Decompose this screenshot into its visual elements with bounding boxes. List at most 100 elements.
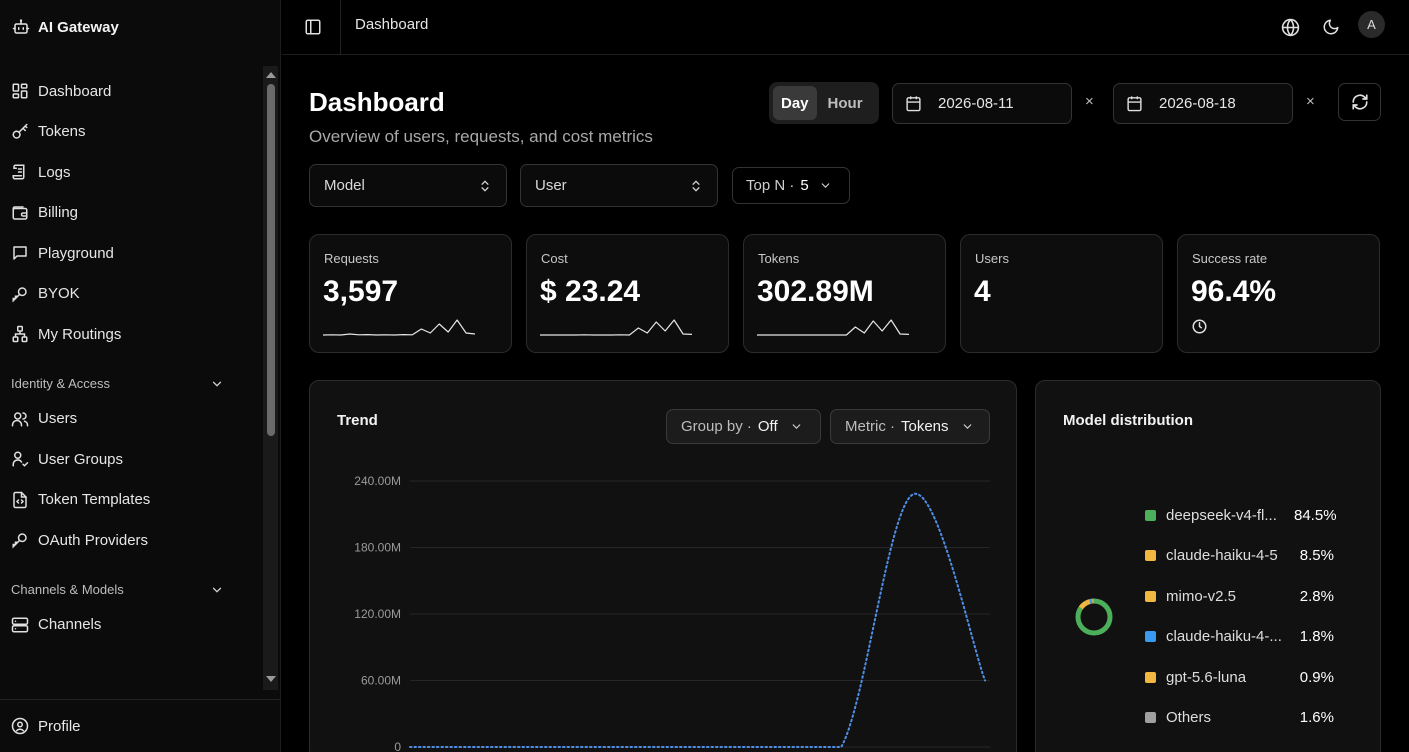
- sidebar-scrollbar[interactable]: [263, 66, 278, 690]
- sidebar-item-profile[interactable]: Profile: [0, 699, 281, 752]
- sidebar-toggle-button[interactable]: [300, 14, 326, 40]
- model-select[interactable]: Model: [309, 164, 507, 207]
- sparkline: [757, 319, 910, 336]
- sidebar-item-byok[interactable]: BYOK: [0, 274, 262, 315]
- sidebar-item-my-routings[interactable]: My Routings: [0, 314, 262, 355]
- top-n-select[interactable]: Top N · 5: [732, 167, 850, 204]
- sidebar-item-playground[interactable]: Playground: [0, 233, 262, 274]
- granularity-toggle: Day Hour: [769, 82, 879, 124]
- bot-icon: [12, 19, 30, 34]
- theme-toggle-button[interactable]: [1317, 13, 1345, 41]
- chevrons-up-down-icon: [481, 179, 489, 192]
- legend-swatch: [1145, 550, 1156, 561]
- sidebar-item-tokens[interactable]: Tokens: [0, 112, 262, 153]
- sidebar-item-oauth-providers[interactable]: OAuth Providers: [0, 520, 262, 561]
- stat-label: Success rate: [1192, 251, 1268, 266]
- legend-name: gpt-5.6-luna: [1166, 668, 1247, 686]
- sparkline-path: [757, 319, 910, 336]
- stat-card-requests: Requests 3,597: [309, 234, 512, 353]
- trend-title: Trend: [337, 412, 378, 429]
- legend-name: Others: [1166, 709, 1212, 726]
- legend-percent: 2.8%: [1299, 587, 1334, 605]
- legend-item[interactable]: claude-haiku-4-5 8.5%: [1145, 546, 1335, 566]
- stat-card-cost: Cost $ 23.24: [526, 234, 729, 353]
- scroll-thumb[interactable]: [267, 84, 275, 436]
- refresh-button[interactable]: [1338, 83, 1381, 121]
- sidebar-item-channels[interactable]: Channels: [0, 605, 262, 646]
- sidebar-item-label: Tokens: [38, 123, 86, 141]
- sidebar-item-label: Logs: [38, 163, 71, 181]
- panel-left-icon: [305, 19, 321, 35]
- user-select[interactable]: User: [520, 164, 718, 207]
- legend-item[interactable]: claude-haiku-4-... 1.8%: [1145, 627, 1335, 647]
- top-n-value: 5: [800, 177, 809, 194]
- legend-percent: 8.5%: [1299, 547, 1334, 564]
- stat-card-tokens: Tokens 302.89M: [743, 234, 946, 353]
- end-date-picker[interactable]: 2026-08-18: [1113, 83, 1293, 124]
- sidebar-item-label: Playground: [38, 244, 114, 262]
- chevron-down-icon: [792, 424, 800, 429]
- legend-item[interactable]: Others 1.6%: [1145, 708, 1335, 728]
- stat-label: Users: [975, 251, 1009, 266]
- stat-value: $ 23.24: [540, 275, 641, 308]
- start-date-value: 2026-08-11: [938, 95, 1014, 112]
- moon-icon: [1323, 19, 1339, 35]
- key-icon: [12, 123, 28, 139]
- sidebar-item-dashboard[interactable]: Dashboard: [0, 71, 262, 112]
- stat-label: Requests: [324, 251, 379, 266]
- legend-item[interactable]: deepseek-v4-fl... 84.5%: [1145, 505, 1337, 525]
- topbar: Dashboard A: [282, 0, 1409, 55]
- legend-item[interactable]: gpt-5.6-luna 0.9%: [1145, 667, 1335, 687]
- group-by-select[interactable]: Group by · Off: [666, 409, 821, 444]
- metric-select[interactable]: Metric · Tokens: [830, 409, 990, 444]
- scroll-up-arrow[interactable]: [266, 72, 276, 78]
- sidebar-item-logs[interactable]: Logs: [0, 152, 262, 193]
- stat-value: 4: [974, 275, 991, 308]
- sidebar-item-billing[interactable]: Billing: [0, 193, 262, 234]
- sidebar-item-token-templates[interactable]: Token Templates: [0, 480, 262, 521]
- users-icon: [11, 412, 29, 427]
- stat-value: 96.4%: [1191, 275, 1277, 308]
- clear-start-date-button[interactable]: ×: [1085, 93, 1094, 110]
- legend-name: claude-haiku-4-5: [1166, 547, 1278, 564]
- chevron-down-icon: [963, 424, 971, 429]
- legend-swatch: [1145, 509, 1156, 521]
- granularity-hour-button[interactable]: Hour: [827, 94, 863, 112]
- page-title: Dashboard: [309, 87, 445, 117]
- legend-swatch: [1145, 590, 1156, 602]
- legend-swatch: [1145, 712, 1156, 723]
- stat-card-success-rate: Success rate 96.4%: [1177, 234, 1380, 353]
- chat-icon: [13, 246, 27, 260]
- app-title: AI Gateway: [38, 18, 119, 36]
- user-group-icon: [12, 451, 29, 468]
- language-button[interactable]: [1276, 13, 1304, 41]
- granularity-day-button[interactable]: Day: [773, 86, 817, 120]
- metric-label: Metric ·: [845, 418, 895, 435]
- key-round-icon: [12, 533, 27, 549]
- section-channels-models[interactable]: Channels & Models: [0, 561, 262, 605]
- globe-icon: [1281, 18, 1299, 36]
- sparkline: [322, 319, 476, 336]
- breadcrumb: Dashboard: [355, 16, 429, 33]
- sidebar-item-label: Channels: [38, 616, 102, 634]
- section-identity-access[interactable]: Identity & Access: [0, 355, 262, 399]
- sidebar-item-user-groups[interactable]: User Groups: [0, 439, 262, 480]
- legend-item[interactable]: mimo-v2.5 2.8%: [1145, 586, 1335, 606]
- server-icon: [11, 617, 29, 633]
- scroll-down-arrow[interactable]: [266, 676, 276, 682]
- refresh-icon: [1351, 94, 1368, 110]
- clear-end-date-button[interactable]: ×: [1306, 93, 1315, 110]
- start-date-picker[interactable]: 2026-08-11: [892, 83, 1072, 124]
- chevrons-up-down-icon: [692, 179, 700, 192]
- user-select-placeholder: User: [535, 177, 567, 194]
- stat-label: Tokens: [758, 251, 800, 266]
- sidebar-nav: Dashboard Tokens Logs Billing Playground…: [0, 71, 262, 696]
- legend-name: claude-haiku-4-...: [1166, 628, 1282, 645]
- avatar[interactable]: A: [1358, 11, 1385, 38]
- brand[interactable]: AI Gateway: [12, 18, 119, 36]
- group-by-value: Off: [757, 418, 778, 435]
- sidebar-item-label: Billing: [38, 204, 79, 222]
- sidebar-item-users[interactable]: Users: [0, 399, 262, 440]
- grid-icon: [12, 83, 28, 99]
- group-by-label: Group by ·: [681, 418, 752, 435]
